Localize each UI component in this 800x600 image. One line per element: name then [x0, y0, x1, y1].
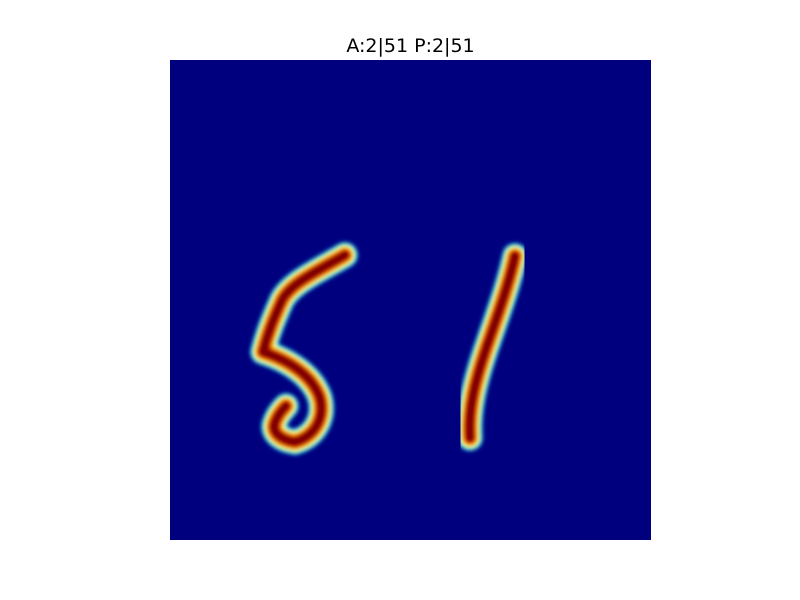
digit-five-core-stroke [258, 250, 350, 447]
digit-one [457, 243, 528, 451]
plot-title: A:2|51 P:2|51 [346, 35, 475, 57]
digit-one-core-stroke [464, 251, 520, 443]
digit-five [250, 242, 358, 455]
heatmap-svg [170, 60, 651, 540]
heatmap-image [170, 60, 651, 540]
heatmap-background [170, 60, 651, 540]
